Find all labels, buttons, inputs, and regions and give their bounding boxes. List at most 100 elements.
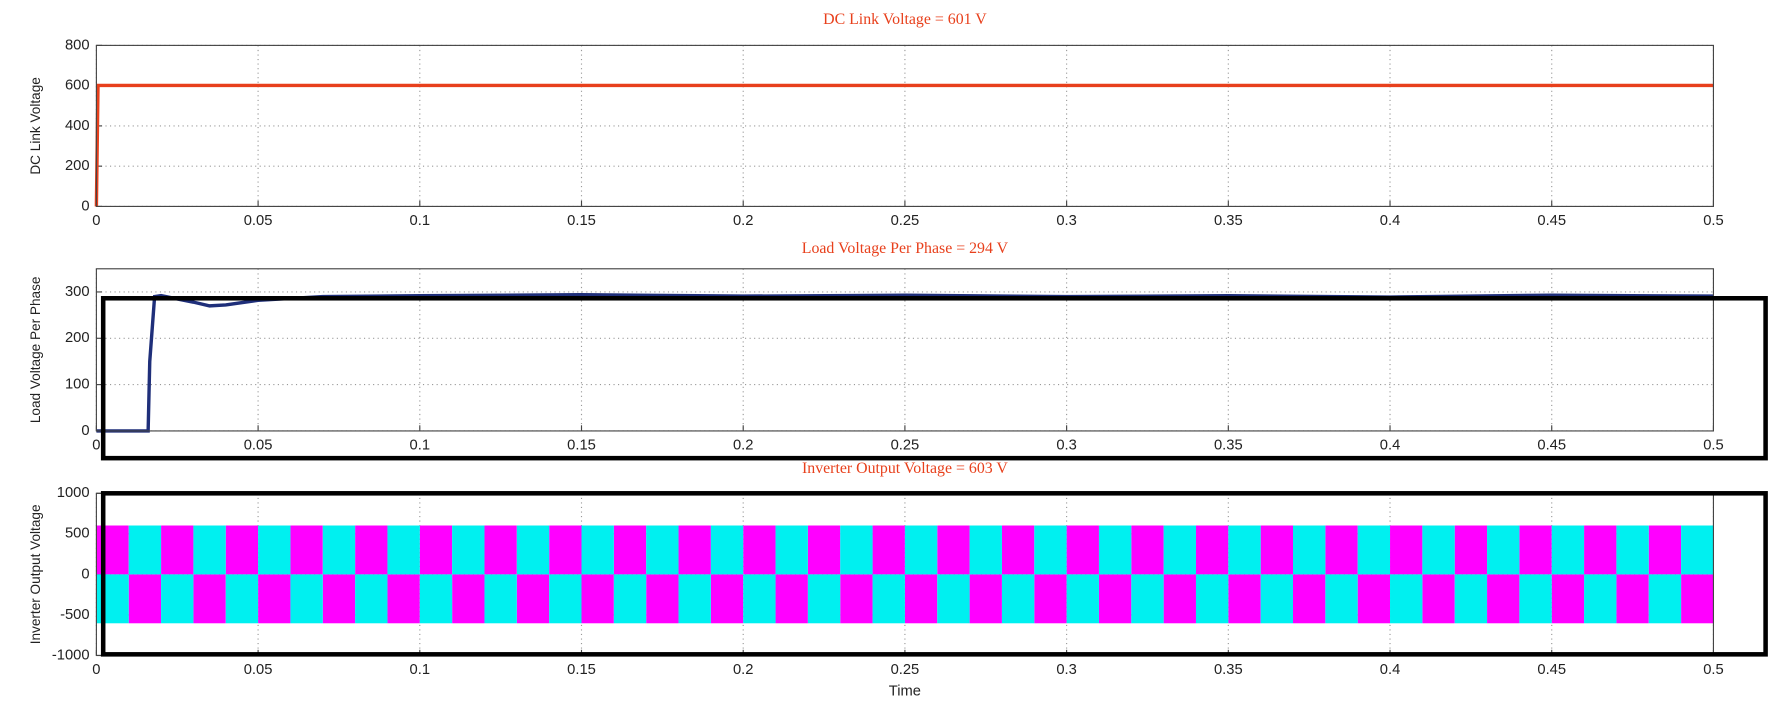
y-tick-label: 0 — [81, 198, 89, 214]
x-tick-label: 0.25 — [891, 662, 920, 678]
step-block — [258, 574, 291, 624]
x-tick-label: 0.4 — [1380, 662, 1400, 678]
x-tick-label: 0.2 — [733, 438, 753, 454]
step-block — [710, 574, 744, 624]
x-tick-label: 0 — [92, 213, 100, 229]
step-block — [387, 525, 420, 575]
step-block — [969, 525, 1002, 575]
y-tick-label: 200 — [65, 330, 90, 346]
step-block — [1293, 525, 1326, 575]
x-tick-label: 0.25 — [891, 438, 920, 454]
step-block — [290, 525, 323, 575]
step-block — [1616, 525, 1649, 575]
chart-title: Inverter Output Voltage = 603 V — [802, 460, 1008, 477]
step-block — [1228, 574, 1261, 624]
step-block — [516, 574, 550, 624]
step-block — [969, 574, 1002, 624]
step-block — [1584, 574, 1617, 624]
x-tick-label: 0.3 — [1056, 213, 1076, 229]
step-block — [1390, 574, 1423, 624]
step-block — [1163, 525, 1196, 575]
step-block — [1034, 574, 1067, 624]
highlight-box — [100, 296, 1768, 461]
y-axis-label: Inverter Output Voltage — [28, 504, 43, 644]
step-block — [840, 574, 873, 624]
step-block — [193, 525, 226, 575]
step-block — [549, 574, 582, 624]
step-block — [1357, 525, 1391, 575]
y-tick-label: 1000 — [57, 485, 90, 501]
step-block — [613, 525, 647, 575]
step-block — [225, 574, 259, 624]
step-block — [516, 525, 550, 575]
x-tick-label: 0.45 — [1537, 662, 1566, 678]
y-tick-label: 0 — [81, 566, 89, 582]
step-block — [161, 525, 194, 575]
x-tick-label: 0.35 — [1214, 213, 1243, 229]
step-block — [290, 574, 323, 624]
y-axis-label: DC Link Voltage — [28, 77, 43, 174]
x-tick-label: 0.5 — [1703, 438, 1723, 454]
plot-frame — [95, 268, 1715, 432]
chart-title: Load Voltage Per Phase = 294 V — [802, 240, 1009, 257]
step-block — [355, 574, 388, 624]
step-block — [1487, 525, 1520, 575]
chart-title: DC Link Voltage = 601 V — [823, 11, 987, 28]
step-block — [1195, 574, 1229, 624]
step-block — [1066, 574, 1099, 624]
step-block — [1648, 574, 1682, 624]
step-block — [452, 574, 485, 624]
y-axis-label: Load Voltage Per Phase — [28, 277, 43, 424]
step-block — [322, 574, 356, 624]
step-block — [1519, 574, 1552, 624]
step-block — [1325, 525, 1358, 575]
step-block — [452, 525, 485, 575]
step-block — [1293, 574, 1326, 624]
x-tick-label: 0.15 — [567, 438, 596, 454]
x-tick-label: 0.05 — [244, 662, 273, 678]
step-block — [646, 574, 679, 624]
x-tick-label: 0.45 — [1537, 213, 1566, 229]
step-block — [1584, 525, 1617, 575]
step-block — [1260, 574, 1294, 624]
step-block — [258, 525, 291, 575]
x-tick-label: 0.15 — [567, 213, 596, 229]
step-block — [161, 574, 194, 624]
y-tick-label: -1000 — [52, 647, 90, 663]
step-block — [1487, 574, 1520, 624]
step-block — [1648, 525, 1682, 575]
step-block — [484, 574, 517, 624]
y-tick-label: 800 — [65, 37, 90, 53]
step-block — [1325, 574, 1358, 624]
step-block — [678, 525, 711, 575]
x-tick-label: 0 — [92, 662, 100, 678]
step-block — [1681, 525, 1714, 575]
step-block — [904, 574, 938, 624]
y-tick-label: -500 — [60, 607, 90, 623]
step-block — [743, 525, 776, 575]
y-tick-label: 200 — [65, 158, 90, 174]
step-block — [193, 574, 226, 624]
x-tick-label: 0.2 — [733, 213, 753, 229]
step-block — [646, 525, 679, 575]
step-block — [1390, 525, 1423, 575]
step-block — [1551, 525, 1585, 575]
step-block — [1616, 574, 1649, 624]
step-block — [1551, 574, 1585, 624]
y-tick-label: 300 — [65, 284, 90, 300]
y-tick-label: 500 — [65, 526, 90, 542]
step-block — [872, 525, 905, 575]
step-block — [387, 574, 420, 624]
step-block — [1001, 525, 1035, 575]
highlight-box — [100, 491, 1768, 657]
x-tick-label: 0.1 — [410, 213, 430, 229]
x-tick-label: 0.4 — [1380, 438, 1400, 454]
step-block — [419, 574, 453, 624]
x-tick-label: 0.35 — [1214, 438, 1243, 454]
x-tick-label: 0.05 — [244, 438, 273, 454]
step-block — [1681, 574, 1714, 624]
step-block — [1228, 525, 1261, 575]
step-block — [1131, 574, 1164, 624]
